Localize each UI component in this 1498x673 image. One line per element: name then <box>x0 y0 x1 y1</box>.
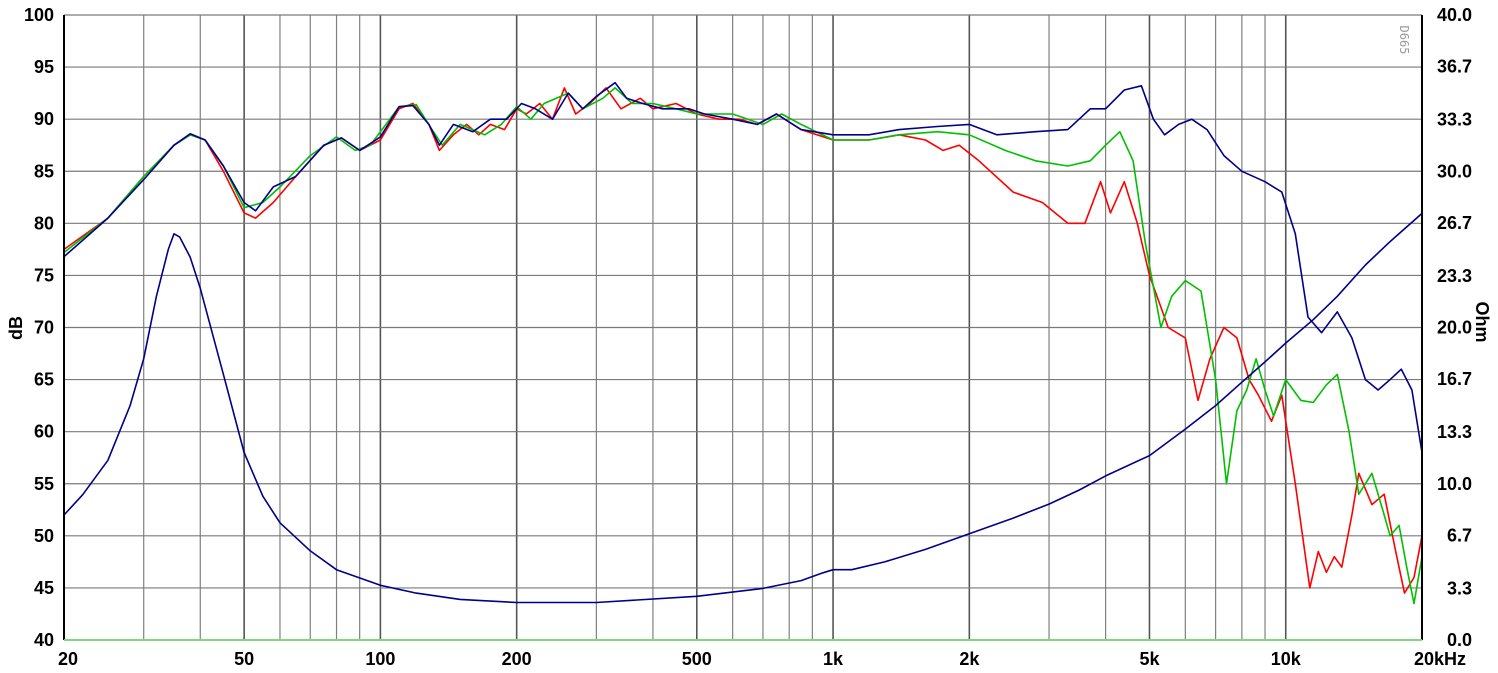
y-tick-right: 23.3 <box>1437 266 1472 286</box>
y-axis-label-right: Ohm <box>1472 301 1492 342</box>
watermark: D665 <box>1397 26 1411 55</box>
x-tick: 20 <box>58 649 78 669</box>
y-tick-right: 3.3 <box>1447 578 1472 598</box>
series-line-4 <box>63 212 1423 604</box>
series-line-1 <box>63 87 1423 594</box>
y-tick-left: 90 <box>34 109 54 129</box>
series-layer <box>63 81 1423 605</box>
y-tick-left: 70 <box>34 318 54 338</box>
y-tick-left: 85 <box>34 161 54 181</box>
y-tick-right: 6.7 <box>1447 525 1472 545</box>
y-tick-left: 75 <box>34 265 54 285</box>
x-tick: 5k <box>1139 649 1160 669</box>
grid <box>63 14 1423 641</box>
y-axis-label-left: dB <box>6 316 26 340</box>
y-tick-right: 13.3 <box>1437 422 1472 442</box>
y-tick-right: 20.0 <box>1437 318 1472 338</box>
x-tick: 10k <box>1271 649 1302 669</box>
y-tick-left: 40 <box>34 630 54 650</box>
x-tick: 100 <box>365 649 395 669</box>
y-tick-left: 65 <box>34 370 54 390</box>
y-tick-left: 80 <box>34 213 54 233</box>
y-tick-left: 45 <box>34 578 54 598</box>
y-tick-right: 30.0 <box>1437 161 1472 181</box>
series-line-3 <box>63 81 1423 453</box>
plot-frame <box>63 15 1423 641</box>
series-line-2 <box>63 87 1423 605</box>
y-tick-left: 55 <box>34 474 54 494</box>
y-tick-left: 50 <box>34 526 54 546</box>
y-tick-right: 40.0 <box>1437 5 1472 25</box>
x-tick: 20kHz <box>1414 649 1466 669</box>
tick-labels: 100 95 90 85 80 75 70 65 60 55 50 45 40 40.0 36.7 33.3 3… <box>24 5 1472 669</box>
x-tick: 200 <box>502 649 532 669</box>
y-tick-right: 16.7 <box>1437 369 1472 389</box>
x-tick: 2k <box>959 649 980 669</box>
y-tick-left: 100 <box>24 5 54 25</box>
y-tick-right: 36.7 <box>1437 57 1472 77</box>
y-tick-left: 95 <box>34 57 54 77</box>
x-tick: 500 <box>682 649 712 669</box>
x-tick: 50 <box>234 649 254 669</box>
y-tick-right: 0.0 <box>1447 630 1472 650</box>
y-tick-right: 26.7 <box>1437 213 1472 233</box>
y-tick-right: 33.3 <box>1437 110 1472 130</box>
y-tick-left: 60 <box>34 422 54 442</box>
y-tick-right: 10.0 <box>1437 474 1472 494</box>
x-tick: 1k <box>823 649 844 669</box>
